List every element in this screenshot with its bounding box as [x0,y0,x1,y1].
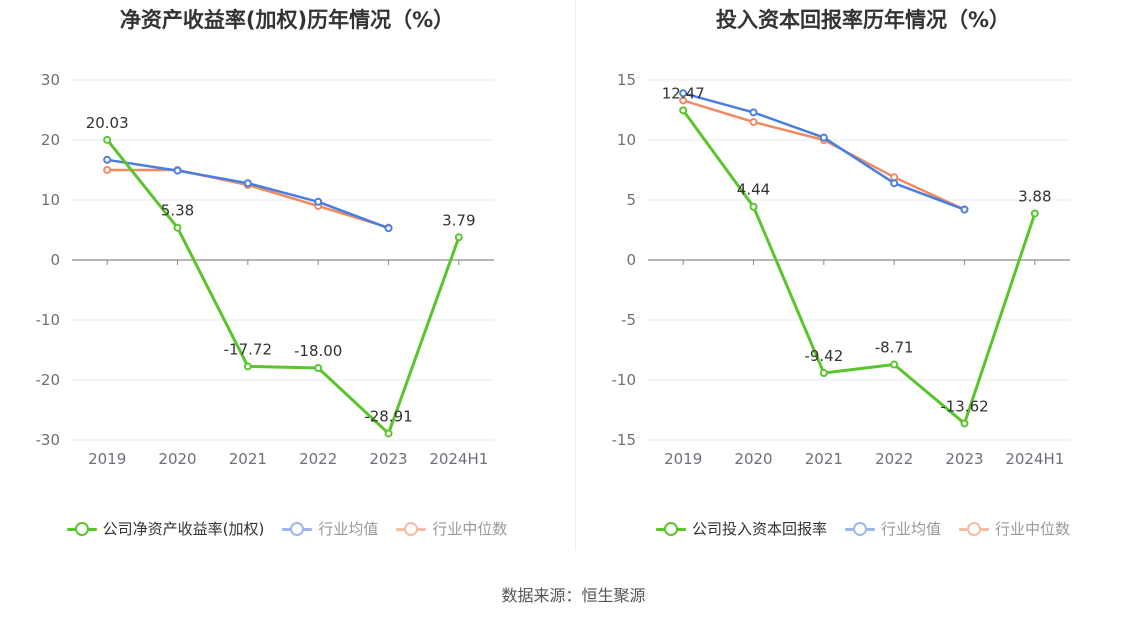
x-tick-label: 2019 [88,450,126,468]
legend-label: 行业中位数 [432,520,508,538]
data-point-company[interactable] [749,202,758,211]
roe-chart-legend: 公司净资产收益率(加权) 行业均值 行业中位数 [0,518,574,539]
y-tick-label: -10 [612,371,637,389]
legend-item-company-roic[interactable]: 公司投入资本回报率 [655,518,827,539]
data-source-note: 数据来源：恒生聚源 [501,586,646,605]
data-label: -8.71 [875,339,914,357]
series-line-median [107,168,389,229]
legend-label: 行业均值 [880,520,941,538]
y-tick-label: -10 [36,311,61,329]
roic-chart-legend: 公司投入资本回报率 行业均值 行业中位数 [576,518,1147,539]
y-tick-label: 0 [50,251,60,269]
data-point-median[interactable] [103,166,112,174]
y-tick-label: 10 [617,131,636,149]
data-point-median[interactable] [679,96,688,105]
x-tick-label: 2024H1 [429,450,488,468]
x-tick-label: 2022 [875,450,913,468]
legend-item-industry-average[interactable]: 行业均值 [844,518,941,539]
legend-line-marker-green [66,521,97,536]
roe-chart-title: 净资产收益率(加权)历年情况（%） [119,8,455,32]
data-point-average[interactable] [314,197,323,206]
x-tick-label: 2023 [945,450,983,468]
roic-chart-plot: 15 10 5 0 -5 -10 -15 2019 2020 2021 2022 2023 2024H1… [612,71,1070,468]
y-tick-label: 5 [626,191,636,209]
y-tick-label: 30 [41,71,60,89]
legend-label: 公司净资产收益率(加权) [102,520,265,538]
y-tick-label: -30 [36,431,61,449]
legend-item-industry-median[interactable]: 行业中位数 [396,518,507,539]
data-label: 3.88 [1018,187,1051,205]
x-tick-label: 2019 [664,450,702,468]
data-label: -28.91 [364,407,412,425]
data-point-average[interactable] [890,179,899,188]
series-line-average [682,91,965,211]
data-point-average[interactable] [243,179,252,188]
data-label: -13.62 [940,397,988,415]
y-tick-label: -20 [36,371,61,389]
roic-chart-panel: 投入资本回报率历年情况（%） 15 10 5 0 -5 -10 -15 2019 2020 202… [576,0,1147,560]
legend-line-marker-green [655,521,686,536]
y-tick-label: 20 [41,131,60,149]
x-tick-label: 2023 [369,450,407,468]
data-point-company[interactable] [243,362,252,371]
data-point-company[interactable] [173,223,182,232]
y-tick-label: 10 [41,191,60,209]
x-tick-label: 2024H1 [1005,450,1064,468]
data-point-company[interactable] [819,369,828,378]
legend-label: 公司投入资本回报率 [691,520,827,538]
series-line-company [105,138,461,435]
legend-label: 行业中位数 [995,520,1071,538]
y-tick-label: 15 [617,71,636,89]
data-point-company[interactable] [679,106,688,115]
data-label: 3.79 [442,211,475,229]
data-point-company[interactable] [1030,209,1039,218]
legend-line-marker-blue [282,521,313,536]
roe-chart-plot: 30 20 10 0 -10 -20 -30 2019 2020 2021 2022 2023 2024… [36,71,494,468]
roe-chart-panel: 净资产收益率(加权)历年情况（%） 30 20 10 0 -10 -20 -30 2019 20… [0,0,574,560]
x-tick-label: 2021 [805,450,843,468]
data-point-average[interactable] [960,205,969,214]
x-tick-label: 2020 [734,450,772,468]
data-point-company[interactable] [890,360,899,369]
legend-line-marker-orange [959,521,989,536]
data-point-average[interactable] [103,155,112,164]
data-point-company[interactable] [314,364,323,372]
data-point-company[interactable] [454,233,463,242]
data-point-median[interactable] [749,118,758,126]
y-tick-label: -5 [621,311,636,329]
data-label: 12.47 [662,84,705,102]
legend-item-industry-average[interactable]: 行业均值 [282,518,378,539]
legend-label: 行业均值 [318,520,379,538]
data-point-company[interactable] [103,135,112,144]
data-label: -9.42 [804,347,843,365]
data-point-company[interactable] [384,429,393,438]
y-tick-label: -15 [612,431,637,449]
data-point-average[interactable] [384,224,393,233]
panel-divider [575,0,576,550]
data-point-average[interactable] [173,166,182,175]
data-point-average[interactable] [679,89,688,98]
x-tick-label: 2021 [229,450,267,468]
series-line-company [681,109,1037,425]
data-point-average[interactable] [819,133,828,142]
data-point-company[interactable] [960,419,969,428]
data-label: -18.00 [294,342,342,360]
data-point-average[interactable] [749,108,758,117]
data-label: -17.72 [224,340,272,358]
legend-line-marker-blue [844,521,875,536]
roic-chart-title: 投入资本回报率历年情况（%） [715,8,1011,32]
legend-item-industry-median[interactable]: 行业中位数 [959,518,1070,539]
x-tick-label: 2020 [158,450,196,468]
legend-item-company-roe[interactable]: 公司净资产收益率(加权) [66,518,265,539]
data-label: 4.44 [737,181,770,199]
y-tick-label: 0 [626,251,636,269]
legend-line-marker-orange [396,521,427,536]
data-label: 20.03 [86,114,129,132]
data-label: 5.38 [161,202,194,220]
x-tick-label: 2022 [299,450,337,468]
